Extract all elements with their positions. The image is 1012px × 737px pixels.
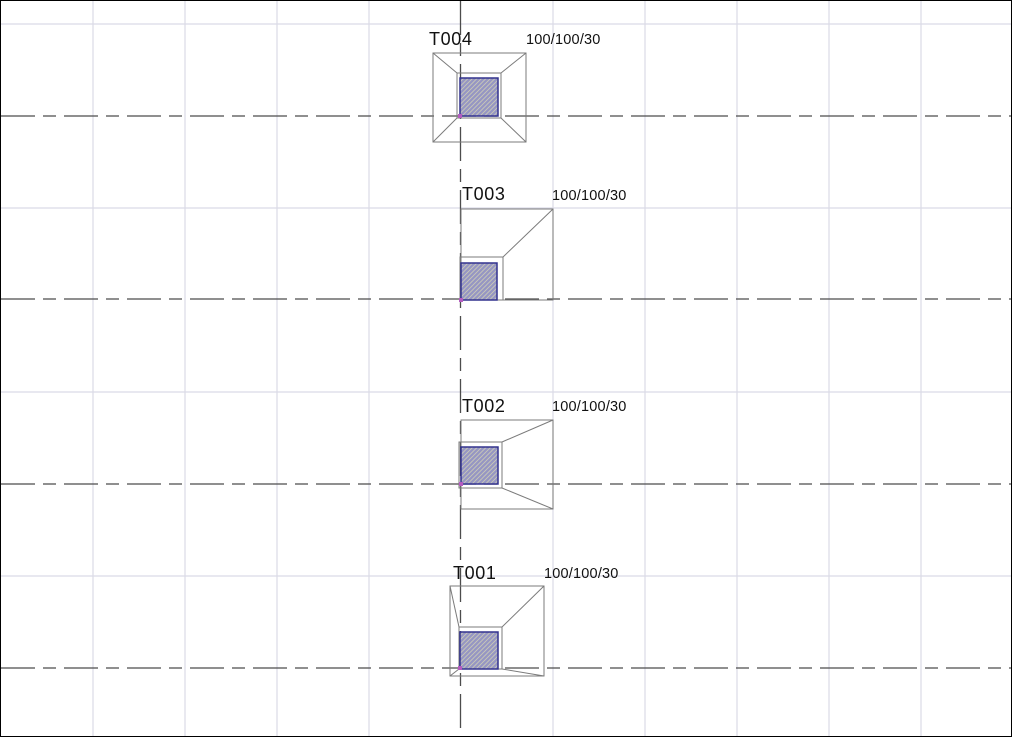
footing-pad-outline[interactable] [460, 208, 554, 301]
footing-column-fill[interactable] [459, 77, 499, 117]
footing-size-label[interactable]: 100/100/30 [544, 566, 619, 582]
footing-slope-line [449, 668, 460, 677]
footing-label[interactable]: T002 [462, 396, 505, 416]
insertion-point-marker[interactable] [458, 114, 462, 118]
footing-t002[interactable] [458, 419, 554, 510]
footing-slope-line [501, 585, 545, 628]
footing-t003[interactable] [459, 208, 554, 302]
labels-layer[interactable]: T004 100/100/30 T003 100/100/30 T002 100/100/… [429, 29, 627, 583]
footing-pedestal-outline [456, 72, 502, 119]
footing-label[interactable]: T004 [429, 29, 472, 49]
footing-slope-line [501, 487, 554, 510]
footing-pedestal-outline [458, 441, 503, 489]
insertion-point-marker[interactable] [459, 298, 463, 302]
footing-pad-outline[interactable] [449, 585, 545, 677]
footing-column-fill[interactable] [459, 631, 499, 670]
footing-pad-outline[interactable] [432, 52, 527, 143]
footing-slope-line [449, 585, 460, 628]
footing-column-fill[interactable] [460, 262, 498, 301]
footing-slope-line [501, 668, 545, 677]
footing-slope-line [501, 419, 554, 443]
insertion-point-marker[interactable] [459, 482, 463, 486]
footing-slope-line [432, 117, 458, 143]
footing-slope-line [502, 208, 554, 258]
footing-slope-line [432, 52, 458, 74]
footing-size-label[interactable]: 100/100/30 [526, 32, 601, 48]
footings-layer[interactable] [432, 52, 554, 677]
footing-size-label[interactable]: 100/100/30 [552, 399, 627, 415]
footing-label[interactable]: T003 [462, 184, 505, 204]
insertion-point-marker[interactable] [458, 666, 462, 670]
footing-label[interactable]: T001 [453, 563, 496, 583]
footing-t004[interactable] [432, 52, 527, 143]
footing-column-fill[interactable] [460, 446, 499, 485]
footing-slope-line [500, 52, 527, 74]
footing-t001[interactable] [449, 585, 545, 677]
footing-size-label[interactable]: 100/100/30 [552, 188, 627, 204]
footing-slope-line [500, 117, 527, 143]
